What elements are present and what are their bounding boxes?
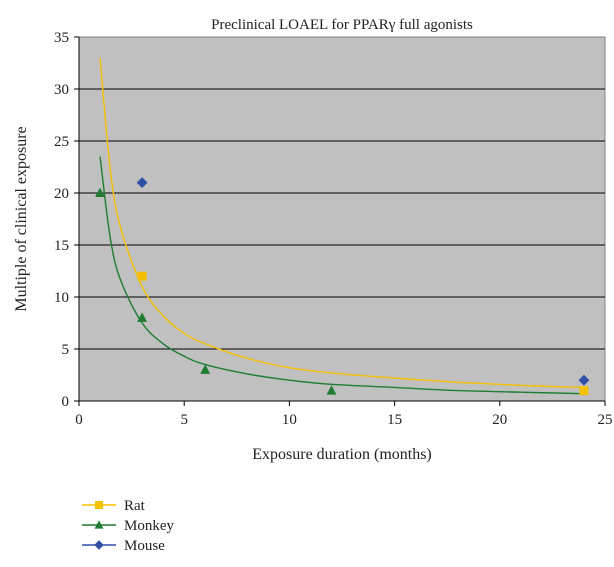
legend-monkey-marker [94, 520, 104, 529]
x-axis-title: Exposure duration (months) [252, 446, 432, 463]
mouse-data-point [578, 374, 590, 386]
series-layer [95, 57, 590, 396]
x-tick-label: 10 [282, 412, 297, 428]
monkey-data-point [326, 385, 337, 395]
rat-trendline [99, 57, 584, 389]
rat-data-point [579, 386, 589, 396]
legend-mouse-label: Mouse [124, 538, 165, 554]
legend: Rat Monkey Mouse [82, 498, 174, 554]
monkey-data-point [200, 364, 211, 374]
gridlines [79, 88, 605, 350]
y-tick-label: 30 [54, 82, 69, 98]
y-tick-label: 15 [54, 238, 69, 254]
chart-title: Preclinical LOAEL for PPARγ full agonist… [211, 17, 473, 33]
legend-monkey-label: Monkey [124, 518, 174, 534]
legend-mouse-marker [94, 540, 104, 550]
x-tick-label: 25 [598, 412, 613, 428]
x-tick-label: 15 [387, 412, 402, 428]
axes-layer: 0 5 10 15 20 25 30 35 0 5 10 15 20 25 [54, 30, 613, 428]
x-tick-label: 20 [492, 412, 507, 428]
y-tick-label: 25 [54, 134, 69, 150]
monkey-data-point [95, 187, 105, 198]
rat-data-point [137, 271, 147, 281]
y-tick-label: 20 [54, 186, 69, 202]
plot-area [78, 36, 606, 402]
legend-rat-label: Rat [124, 498, 146, 514]
y-tick-label: 10 [54, 290, 69, 306]
y-tick-label: 0 [62, 394, 70, 410]
monkey-trendline [99, 156, 584, 395]
x-tick-label: 0 [75, 412, 83, 428]
x-tick-label: 5 [180, 412, 188, 428]
monkey-data-point [137, 312, 148, 322]
y-tick-label: 5 [62, 342, 70, 358]
mouse-data-point [136, 177, 148, 188]
y-axis-title: Multiple of clinical exposure [13, 126, 30, 311]
legend-rat-marker [95, 501, 103, 509]
y-tick-label: 35 [54, 30, 69, 46]
